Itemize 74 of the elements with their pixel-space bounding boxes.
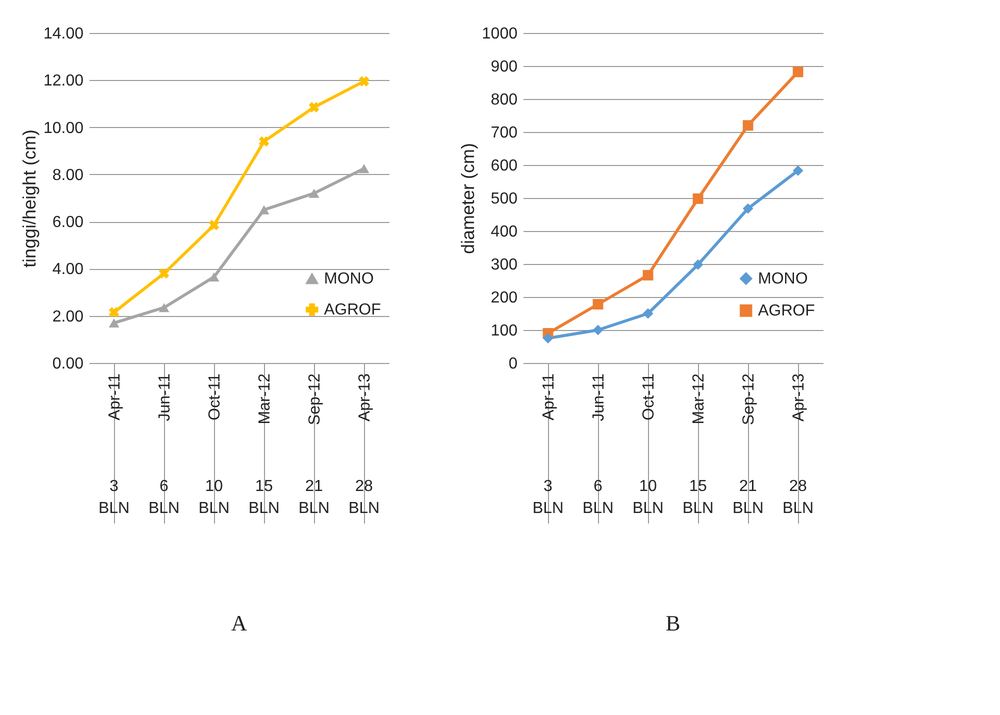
annotation: 28 BLN bbox=[348, 478, 380, 517]
point bbox=[108, 307, 120, 318]
y-tick-label: 400 bbox=[490, 224, 518, 240]
x-tick-label: Sep-12 bbox=[306, 373, 324, 426]
y-tick-label: 10.00 bbox=[43, 120, 84, 137]
annotation: 15 BLN bbox=[248, 478, 280, 517]
y-axis-title: diameter (cm) bbox=[458, 142, 478, 254]
x-tick-label: Oct-11 bbox=[206, 373, 224, 420]
x-tick-label: Apr-13 bbox=[790, 373, 808, 422]
y-tick-label: 100 bbox=[490, 322, 518, 340]
annotation: 6 BLN bbox=[148, 478, 180, 517]
point bbox=[158, 303, 170, 312]
x-tick-label: Apr-13 bbox=[356, 373, 374, 422]
point bbox=[308, 102, 320, 112]
y-tick-label: 900 bbox=[490, 58, 518, 76]
annotation: 3 BLN bbox=[532, 478, 564, 517]
y-tick-label: 200 bbox=[490, 290, 518, 306]
annotation: 28 BLN bbox=[782, 478, 814, 517]
annotation: 21 BLN bbox=[298, 478, 330, 517]
y-tick-label: 1000 bbox=[482, 26, 518, 42]
x-tick-label: Mar-12 bbox=[690, 373, 708, 424]
point bbox=[792, 165, 804, 176]
y-tick-label: 0 bbox=[508, 356, 518, 372]
y-tick-label: 500 bbox=[490, 190, 518, 208]
point bbox=[742, 120, 754, 131]
y-axis-title: tinggi/height (cm) bbox=[19, 129, 40, 268]
y-tick-label: 4.00 bbox=[52, 261, 84, 278]
y-tick-label: 0.00 bbox=[52, 356, 84, 372]
point bbox=[642, 308, 654, 319]
point bbox=[792, 66, 804, 78]
point bbox=[358, 76, 370, 87]
legend-label: AGROF bbox=[324, 302, 382, 319]
point bbox=[208, 220, 220, 230]
point bbox=[308, 188, 320, 198]
x-tick-label: Jun-11 bbox=[590, 373, 608, 422]
point bbox=[742, 203, 754, 214]
point bbox=[358, 164, 370, 174]
point bbox=[258, 205, 270, 214]
point bbox=[158, 268, 170, 279]
y-tick-label: 6.00 bbox=[52, 214, 84, 232]
point bbox=[108, 318, 120, 328]
point bbox=[258, 136, 270, 147]
x-tick-label: Jun-11 bbox=[156, 373, 174, 422]
x-tick-label: Oct-11 bbox=[640, 373, 658, 420]
y-tick-label: 8.00 bbox=[52, 166, 84, 184]
x-tick-label: Sep-12 bbox=[740, 373, 758, 426]
x-tick-label: Apr-11 bbox=[106, 373, 124, 420]
x-tick-label: Mar-12 bbox=[256, 373, 274, 424]
point bbox=[592, 299, 604, 310]
legend-label: MONO bbox=[324, 270, 374, 288]
legend-label: AGROF bbox=[758, 302, 816, 320]
annotation: 21 BLN bbox=[732, 478, 764, 517]
annotation: 6 BLN bbox=[582, 478, 614, 517]
annotation: 10 BLN bbox=[632, 478, 664, 517]
y-tick-label: 700 bbox=[490, 124, 518, 142]
text: A bbox=[231, 610, 248, 636]
annotation: 10 BLN bbox=[198, 478, 230, 517]
y-tick-label: 800 bbox=[490, 92, 518, 108]
x-tick-label: Apr-11 bbox=[540, 373, 558, 420]
point bbox=[692, 193, 704, 204]
annotation: 3 BLN bbox=[98, 478, 130, 517]
point bbox=[208, 272, 220, 282]
y-tick-label: 600 bbox=[490, 158, 518, 174]
y-tick-label: 2.00 bbox=[52, 308, 84, 326]
point bbox=[692, 259, 704, 270]
legend-label: MONO bbox=[758, 270, 808, 288]
y-tick-label: 12.00 bbox=[43, 72, 84, 90]
annotation: 15 BLN bbox=[682, 478, 714, 517]
y-tick-label: 14.00 bbox=[43, 26, 84, 42]
point bbox=[542, 333, 554, 344]
y-tick-label: 300 bbox=[490, 256, 518, 274]
point bbox=[592, 324, 604, 336]
text: B bbox=[666, 610, 680, 636]
point bbox=[642, 270, 654, 280]
